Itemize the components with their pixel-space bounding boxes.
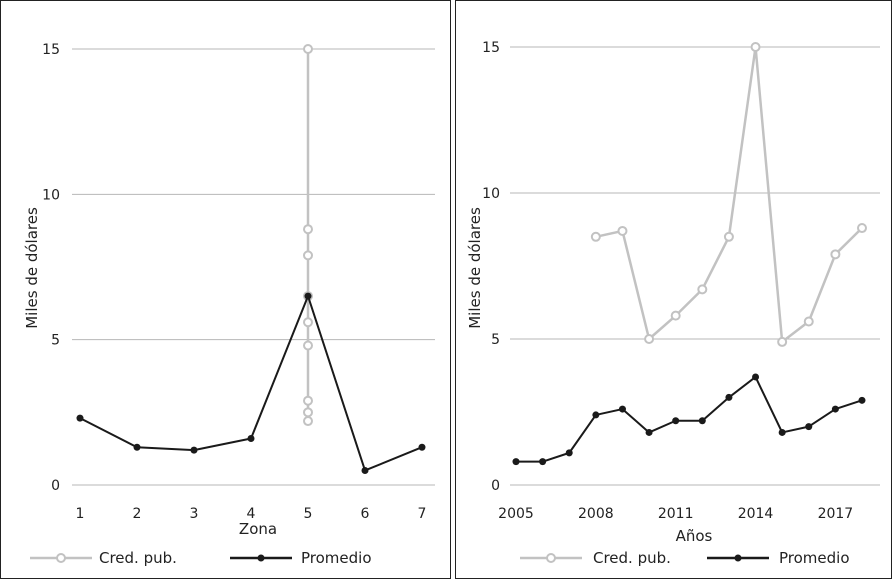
data-point-promedio <box>418 443 426 451</box>
legend: Cred. pub. Promedio <box>30 549 372 567</box>
data-point-cred-pub <box>857 223 867 234</box>
data-point-cred-pub <box>303 416 313 427</box>
data-point-promedio <box>361 466 369 474</box>
x-tick-label: 4 <box>247 506 256 522</box>
x-tick-label: 7 <box>418 506 427 522</box>
data-point-promedio <box>512 458 520 466</box>
data-point-promedio <box>618 405 626 413</box>
data-point-cred-pub <box>617 225 628 236</box>
data-point-cred-pub <box>644 334 655 344</box>
data-point-promedio <box>539 458 547 466</box>
data-point-promedio <box>645 428 653 436</box>
legend-marker-cred <box>546 553 556 563</box>
data-point-cred-pub <box>303 44 313 54</box>
x-tick-label: 2017 <box>818 506 854 522</box>
y-tick-labels: 0 5 10 15 <box>42 42 60 494</box>
panel-frame-left <box>0 0 451 579</box>
data-point-promedio <box>76 414 84 422</box>
data-point-cred-pub <box>777 336 788 347</box>
data-point-cred-pub <box>670 310 681 321</box>
data-point-cred-pub <box>303 250 313 261</box>
data-point-cred-pub <box>697 284 708 295</box>
y-tick-labels: 0 5 10 15 <box>482 40 500 494</box>
y-tick-label: 5 <box>51 333 60 349</box>
data-point-promedio <box>133 443 141 451</box>
data-point-promedio <box>190 446 198 454</box>
grid-lines <box>510 46 880 486</box>
data-point-cred-pub <box>303 340 313 351</box>
data-point-promedio <box>592 411 600 419</box>
data-point-promedio <box>247 434 255 442</box>
legend-marker-prom <box>257 554 265 562</box>
data-point-promedio <box>752 373 760 381</box>
data-point-promedio <box>778 428 786 436</box>
x-tick-label: 2 <box>133 506 142 522</box>
legend-label-cred: Cred. pub. <box>99 549 177 567</box>
data-point-promedio <box>672 417 680 425</box>
x-tick-label: 6 <box>361 506 370 522</box>
x-tick-label: 3 <box>190 506 199 522</box>
y-tick-label: 10 <box>42 187 60 203</box>
data-point-cred-pub <box>303 395 313 406</box>
y-axis-label: Miles de dólares <box>466 207 484 329</box>
x-axis-label: Zona <box>239 520 277 538</box>
chart-panel-zona: 0 5 10 15 1 2 3 4 5 6 7 Miles de dólares Zona Cre… <box>23 42 435 567</box>
series-group <box>512 42 867 466</box>
grid-lines <box>72 48 435 486</box>
legend-marker-cred <box>56 553 66 563</box>
legend-marker-prom <box>734 554 742 562</box>
legend-label-prom: Promedio <box>301 549 372 567</box>
x-tick-label: 2011 <box>658 506 694 522</box>
data-point-cred-pub <box>750 42 761 52</box>
x-tick-label: 2008 <box>578 506 614 522</box>
y-tick-label: 0 <box>491 478 500 494</box>
y-axis-label: Miles de dólares <box>23 207 41 329</box>
series-line-promedio <box>79 295 423 472</box>
chart-panel-anos: 0 5 10 15 2005 2008 2011 2014 2017 Miles de dól… <box>466 40 880 567</box>
data-point-promedio <box>805 423 813 431</box>
series-group <box>76 44 426 474</box>
y-tick-label: 15 <box>42 42 60 58</box>
panel-frame-right <box>455 0 892 579</box>
data-point-cred-pub <box>590 231 601 242</box>
x-tick-label: 5 <box>304 506 313 522</box>
x-tick-labels: 1 2 3 4 5 6 7 <box>76 506 427 522</box>
x-tick-label: 2005 <box>498 506 534 522</box>
x-tick-label: 1 <box>76 506 85 522</box>
data-point-cred-pub <box>303 224 313 235</box>
data-point-promedio <box>304 292 312 300</box>
y-tick-label: 5 <box>491 332 500 348</box>
series-line-promedio <box>516 375 863 463</box>
data-point-cred-pub <box>303 407 313 418</box>
data-point-cred-pub <box>830 249 841 260</box>
y-tick-label: 15 <box>482 40 500 56</box>
legend-label-prom: Promedio <box>779 549 850 567</box>
x-tick-labels: 2005 2008 2011 2014 2017 <box>498 506 853 522</box>
x-tick-label: 2014 <box>738 506 774 522</box>
data-point-cred-pub <box>723 231 734 242</box>
data-point-cred-pub <box>803 316 814 327</box>
series-line-cred-pub <box>595 45 863 344</box>
x-axis-label: Años <box>676 527 713 545</box>
data-point-promedio <box>858 396 866 404</box>
data-point-promedio <box>725 393 733 401</box>
data-point-promedio <box>831 405 839 413</box>
data-point-cred-pub <box>303 317 313 328</box>
data-point-promedio <box>698 417 706 425</box>
data-point-promedio <box>565 449 573 457</box>
legend-label-cred: Cred. pub. <box>593 549 671 567</box>
legend: Cred. pub. Promedio <box>520 549 850 567</box>
y-tick-label: 0 <box>51 478 60 494</box>
y-tick-label: 10 <box>482 186 500 202</box>
